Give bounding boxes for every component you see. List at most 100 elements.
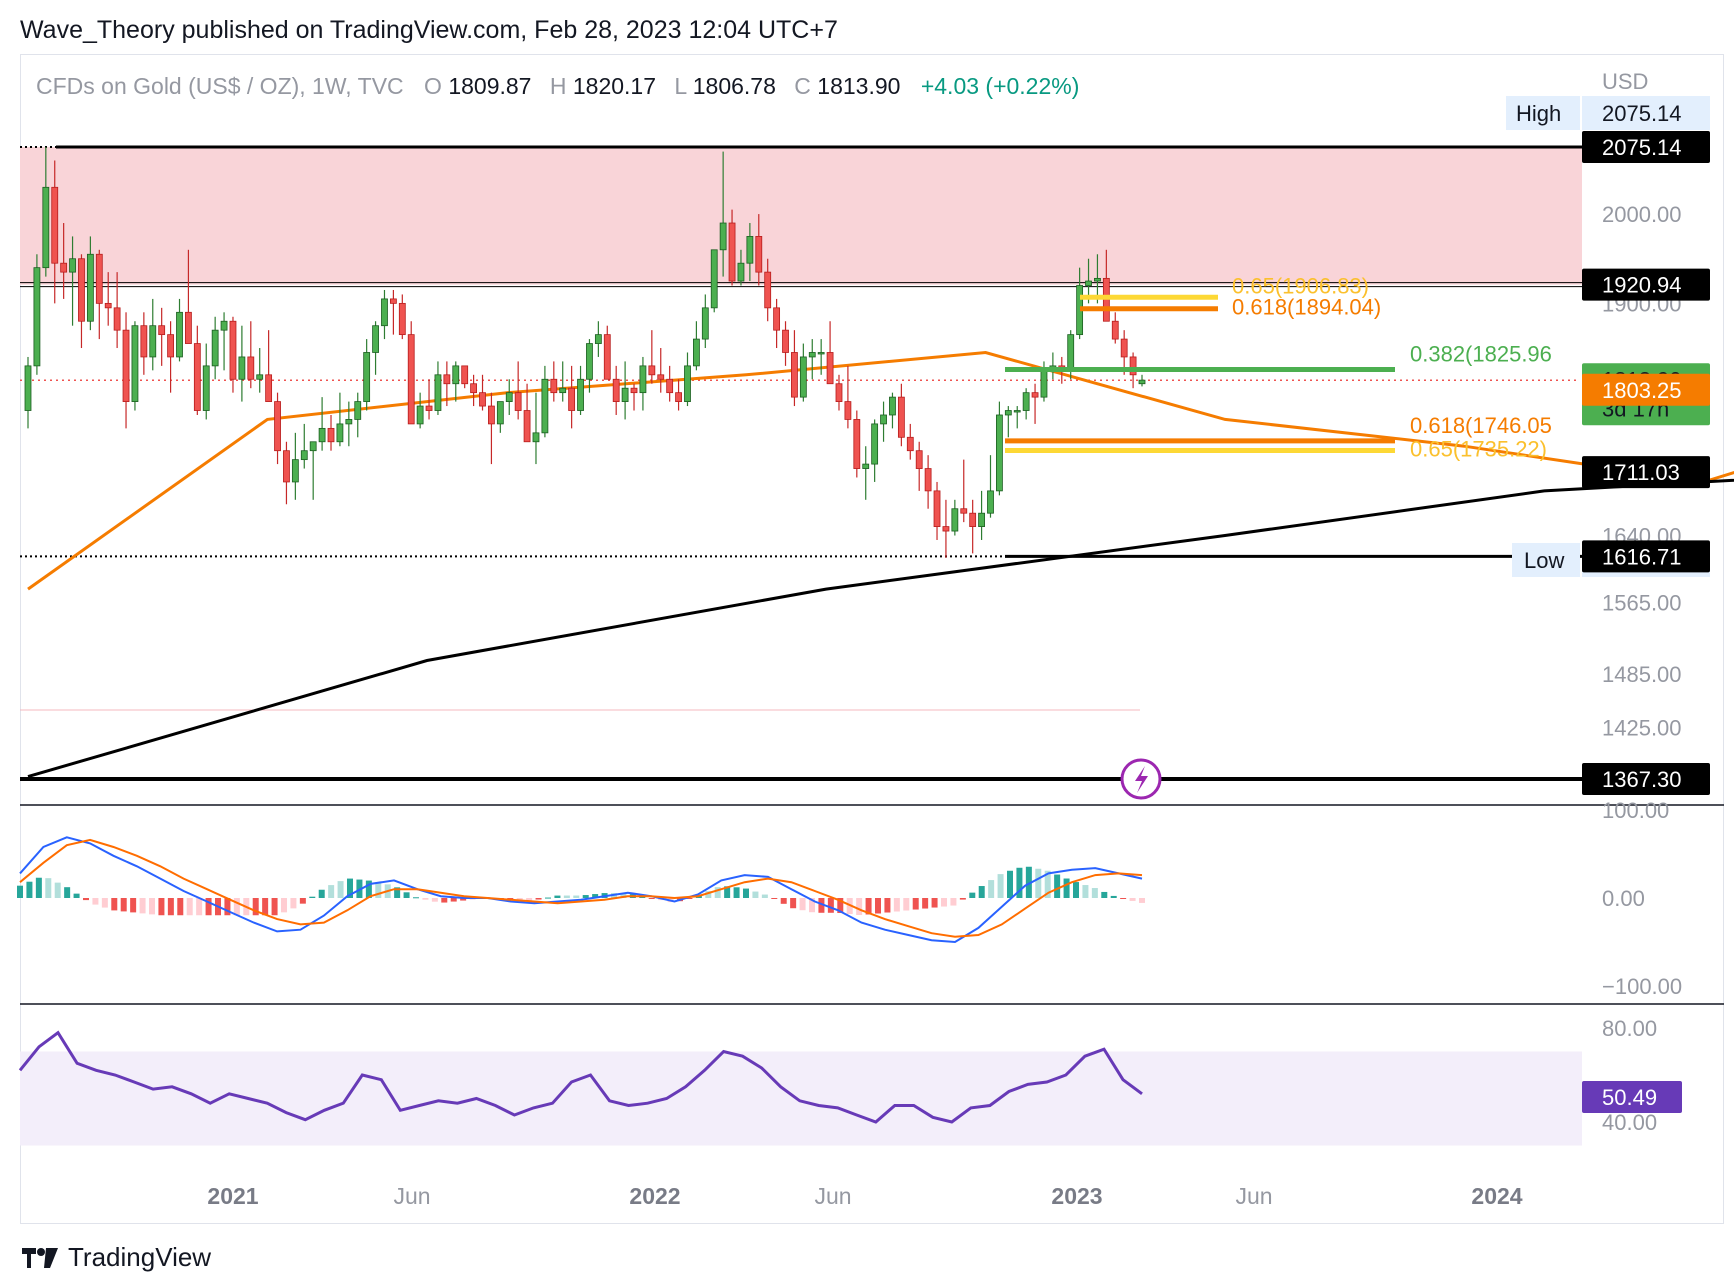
macd-hist-bar (592, 894, 599, 898)
macd-hist-bar (884, 898, 891, 913)
legend-l-label: L (674, 73, 687, 99)
macd-hist-bar (337, 881, 344, 898)
candle (309, 441, 317, 500)
legend-change: +4.03 (+0.22%) (921, 73, 1080, 99)
macd-hist-bar (441, 898, 448, 903)
candle (1102, 249, 1110, 322)
candle (363, 339, 371, 411)
macd-hist-bar (186, 898, 193, 916)
macd-hist-bar (827, 898, 834, 913)
macd-hist-bar (1073, 882, 1079, 898)
macd-hist-bar (903, 898, 910, 911)
legend-o-value: 1809.87 (448, 73, 531, 99)
candle (24, 356, 32, 429)
macd-hist-bar (450, 898, 457, 902)
macd-hist-bar (893, 898, 900, 912)
candle (799, 343, 807, 402)
low-tag-bg (1512, 543, 1580, 577)
macd-hist-bar (856, 898, 863, 915)
macd-hist-bar (196, 898, 203, 916)
candle (693, 321, 700, 371)
macd-hist-bar (790, 898, 797, 909)
macd-hist-bar (252, 898, 259, 916)
macd-hist-bar (1044, 870, 1051, 898)
time-axis: 2021 Jun 2022 Jun 2023 Jun 2024 (207, 1183, 1522, 1209)
candle (808, 339, 816, 380)
candle (78, 254, 85, 349)
candle (300, 423, 308, 469)
candle (104, 272, 112, 326)
candle (728, 209, 736, 286)
macd-hist-bar (177, 898, 184, 916)
lightning-alert-icon[interactable] (1120, 758, 1162, 800)
candle (372, 321, 379, 375)
candle (185, 249, 192, 344)
ema200-line (27, 478, 1734, 779)
legend-c-label: C (794, 73, 811, 99)
fib-0382-label: 0.382(1825.96 (1410, 341, 1552, 366)
candle (265, 330, 273, 402)
macd-hist-bar (799, 898, 806, 911)
price-badge-ema200: 1711.03 (1582, 456, 1710, 489)
candle (452, 361, 460, 402)
candle (987, 455, 994, 518)
price-tick-label: 1425.00 (1602, 715, 1682, 740)
svg-text:1711.03: 1711.03 (1602, 460, 1680, 485)
candle (817, 339, 825, 375)
rsi-current-badge: 50.49 (1582, 1081, 1682, 1113)
fib-0618-lower-label: 0.618(1746.05 (1410, 413, 1552, 438)
candle (158, 307, 166, 366)
rsi-line (18, 1030, 1143, 1124)
candle (318, 397, 326, 451)
macd-hist-bar (26, 881, 33, 898)
candle (612, 365, 620, 415)
macd-tick-label: 0.00 (1602, 886, 1645, 911)
fib-065-upper-label: 0.65(1906.83) (1232, 273, 1369, 298)
macd-hist-bar (818, 898, 825, 913)
candle (470, 374, 478, 407)
macd-hist-bar (92, 898, 99, 905)
macd-hist-bar (1120, 898, 1127, 899)
macd-hist-bar (526, 898, 533, 901)
candle (550, 361, 558, 402)
price-tick-label: 1565.00 (1602, 590, 1682, 615)
macd-hist-bar (837, 898, 844, 914)
macd-hist-bar (1025, 866, 1032, 898)
macd-hist-bar (1063, 878, 1070, 898)
legend-o-label: O (424, 73, 442, 99)
time-label: 2024 (1471, 1183, 1522, 1209)
legend-h-value: 1820.17 (573, 73, 656, 99)
price-badge-support-low: 1616.71 (1582, 540, 1710, 573)
price-tick-label: 2000.00 (1602, 202, 1682, 227)
candle (42, 147, 50, 277)
candle (327, 414, 335, 451)
candle (826, 321, 834, 385)
candle (229, 316, 237, 393)
candle (791, 330, 798, 407)
macd-hist-bar (158, 898, 165, 916)
brand[interactable]: TradingView (20, 1242, 211, 1273)
svg-text:1367.30: 1367.30 (1602, 767, 1682, 792)
rsi-tick-label: 40.00 (1602, 1110, 1657, 1135)
macd-hist-bar (17, 885, 23, 898)
candle (389, 289, 397, 335)
candle (167, 321, 174, 393)
candle (176, 298, 183, 362)
candle (710, 249, 718, 313)
candle (523, 383, 531, 443)
candle (906, 423, 914, 460)
macd-hist-bar (83, 898, 89, 901)
macd-hist-bar (149, 898, 155, 915)
macd-hist-bar (714, 887, 721, 898)
legend-h-label: H (550, 73, 567, 99)
candle (880, 401, 887, 442)
macd-hist-bar (35, 877, 42, 898)
legend-l-value: 1806.78 (693, 73, 776, 99)
candle (666, 365, 674, 402)
macd-hist-bar (54, 882, 61, 898)
macd-hist-bar (431, 898, 438, 902)
candle (532, 392, 540, 465)
price-badge-resistance-top: 2075.14 (1582, 131, 1710, 163)
macd-pane: 100.00 0.00 −100.00 (17, 798, 1682, 999)
